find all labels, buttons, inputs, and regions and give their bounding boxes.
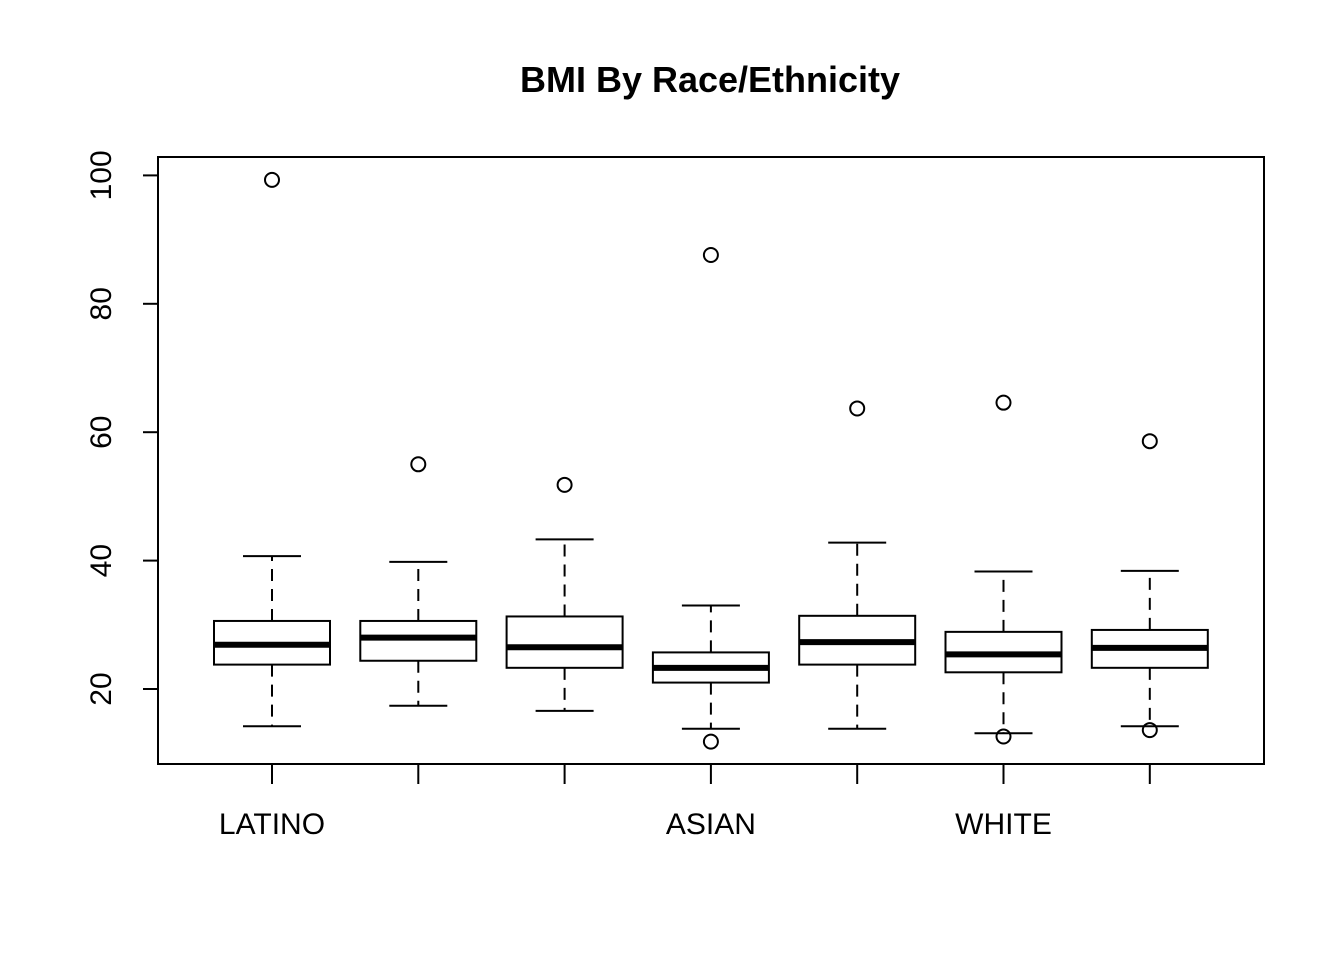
outlier-point: [849, 400, 866, 417]
box-series: [213, 171, 1209, 750]
y-tick-label: 80: [85, 287, 118, 320]
outlier-point: [995, 728, 1012, 745]
outlier-point: [1141, 433, 1158, 450]
y-tick-label: 100: [85, 150, 118, 200]
outlier-point: [264, 171, 280, 188]
outlier-point: [702, 247, 719, 264]
box-3: [505, 476, 624, 712]
x-tick-label: LATINO: [219, 808, 325, 841]
box-1: [213, 171, 331, 728]
y-tick-label: 40: [85, 544, 118, 577]
outlier-point: [1141, 722, 1158, 739]
iqr-box: [505, 615, 624, 669]
box-4: [651, 247, 770, 750]
outlier-point: [702, 733, 719, 750]
x-tick-label: ASIAN: [666, 808, 756, 841]
x-axis: LATINO ASIAN WHITE: [219, 764, 1151, 841]
iqr-box: [359, 619, 478, 662]
box-2: [359, 456, 478, 707]
outlier-point: [410, 456, 427, 473]
y-tick-label: 60: [85, 416, 118, 449]
box-5: [798, 400, 917, 730]
box-7: [1090, 433, 1209, 739]
box-6: [944, 394, 1063, 745]
y-axis: 20 40 60 80 100: [85, 150, 159, 706]
x-tick-label: WHITE: [955, 808, 1052, 841]
outlier-point: [556, 476, 573, 493]
outlier-point: [995, 394, 1012, 411]
y-tick-label: 20: [85, 672, 118, 705]
chart-title: BMI By Race/Ethnicity: [520, 59, 900, 100]
